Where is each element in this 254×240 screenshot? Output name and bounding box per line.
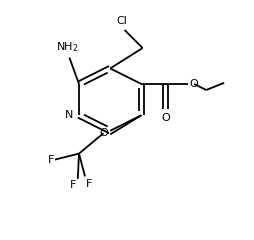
- Text: O: O: [100, 128, 108, 138]
- Text: F: F: [47, 155, 54, 165]
- Text: N: N: [65, 110, 73, 120]
- Text: F: F: [86, 179, 92, 189]
- Text: NH$_2$: NH$_2$: [56, 40, 78, 54]
- Text: O: O: [161, 113, 170, 123]
- Text: O: O: [189, 79, 198, 89]
- Text: F: F: [70, 180, 77, 190]
- Text: Cl: Cl: [117, 16, 128, 26]
